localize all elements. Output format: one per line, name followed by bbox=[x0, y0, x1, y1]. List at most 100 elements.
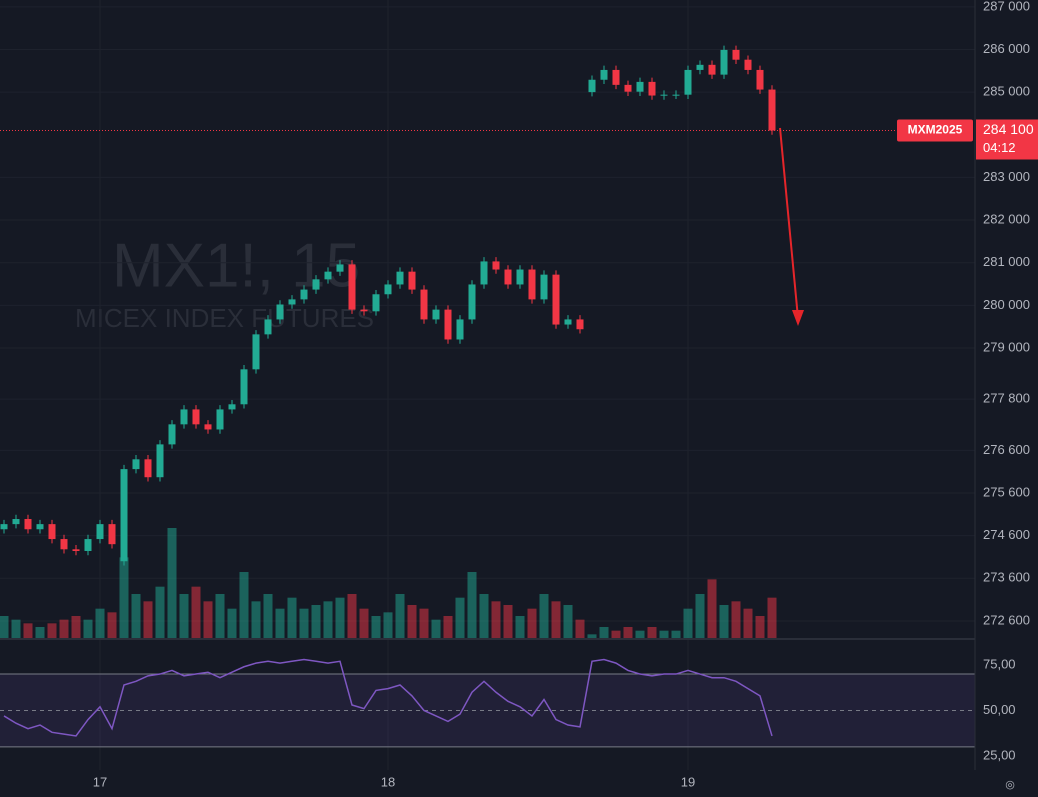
candle-body bbox=[432, 309, 440, 320]
candle-body bbox=[384, 284, 392, 295]
candle-body bbox=[408, 271, 416, 290]
y-tick-label: 282 000 bbox=[983, 211, 1030, 226]
x-tick-label: 19 bbox=[681, 774, 695, 789]
candle-body bbox=[24, 519, 32, 530]
volume-bar bbox=[371, 616, 381, 638]
candle-body bbox=[480, 261, 488, 285]
volume-bar bbox=[599, 627, 609, 638]
symbol-watermark: MX1!, 15 bbox=[112, 231, 360, 300]
candle-body bbox=[504, 269, 512, 285]
rsi-tick-label: 25,00 bbox=[983, 747, 1016, 762]
candle-body bbox=[192, 409, 200, 425]
y-tick-label: 277 800 bbox=[983, 391, 1030, 406]
candle-body bbox=[216, 409, 224, 430]
marks bbox=[0, 45, 777, 737]
candle-body bbox=[684, 69, 692, 95]
candle-body bbox=[588, 79, 596, 93]
candle-body bbox=[540, 274, 548, 300]
volume-bar bbox=[443, 616, 453, 638]
annotation-arrowhead bbox=[792, 310, 804, 326]
candle-body bbox=[132, 459, 140, 470]
volume-bar bbox=[515, 616, 525, 638]
volume-bar bbox=[527, 608, 537, 638]
candle-body bbox=[228, 404, 236, 410]
candle-body bbox=[492, 261, 500, 270]
candle-body bbox=[624, 84, 632, 92]
volume-bar bbox=[11, 619, 21, 638]
rsi-tick-label: 75,00 bbox=[983, 656, 1016, 671]
volume-bar bbox=[227, 608, 237, 638]
y-tick-label: 280 000 bbox=[983, 297, 1030, 312]
candle-body bbox=[372, 294, 380, 312]
y-tick-label: 279 000 bbox=[983, 339, 1030, 354]
volume-bar bbox=[215, 594, 225, 638]
annotation-arrow bbox=[779, 127, 799, 319]
candle-body bbox=[144, 459, 152, 478]
candle-body bbox=[648, 81, 656, 96]
candle-body bbox=[264, 319, 272, 335]
volume-bar bbox=[179, 594, 189, 638]
volume-bar bbox=[575, 619, 585, 638]
candle-body bbox=[276, 304, 284, 320]
candle-body bbox=[672, 94, 680, 96]
volume-bar bbox=[767, 597, 777, 638]
volume-bar bbox=[695, 594, 705, 638]
volume-bar bbox=[299, 608, 309, 638]
candle-body bbox=[108, 524, 116, 545]
volume-bar bbox=[35, 627, 45, 638]
volume-bar bbox=[659, 630, 669, 638]
volume-bar bbox=[59, 619, 69, 638]
volume-bar bbox=[719, 605, 729, 638]
candle-body bbox=[444, 309, 452, 340]
candle-body bbox=[12, 519, 20, 525]
volume-bar bbox=[755, 616, 765, 638]
candle-body bbox=[180, 409, 188, 425]
candle-body bbox=[612, 69, 620, 85]
volume-bar bbox=[0, 616, 9, 638]
volume-bar bbox=[731, 601, 741, 638]
candle-body bbox=[756, 69, 764, 90]
candle-body bbox=[252, 334, 260, 370]
y-tick-label: 276 600 bbox=[983, 442, 1030, 457]
settings-icon[interactable]: ◎ bbox=[1005, 779, 1015, 791]
price-tag bbox=[976, 119, 1038, 160]
candle-body bbox=[312, 279, 320, 290]
candle-body bbox=[600, 69, 608, 80]
volume-bar bbox=[71, 616, 81, 638]
volume-bar bbox=[383, 612, 393, 638]
volume-bar bbox=[359, 608, 369, 638]
rsi-tick-label: 50,00 bbox=[983, 702, 1016, 717]
candle-body bbox=[60, 539, 68, 550]
grid bbox=[0, 673, 975, 748]
volume-bar bbox=[503, 605, 513, 638]
volume-bar bbox=[743, 608, 753, 638]
volume-bar bbox=[671, 630, 681, 638]
description-watermark: MICEX INDEX FUTURES bbox=[75, 303, 374, 333]
candle-body bbox=[456, 319, 464, 340]
candle-body bbox=[348, 264, 356, 310]
candle-body bbox=[84, 539, 92, 551]
candle-body bbox=[48, 524, 56, 540]
candle-body bbox=[552, 274, 560, 325]
volume-bar bbox=[323, 601, 333, 638]
volume-bar bbox=[191, 586, 201, 638]
y-tick-label: 286 000 bbox=[983, 41, 1030, 56]
candle-body bbox=[120, 469, 128, 562]
candle-body bbox=[36, 524, 44, 530]
volume-bar bbox=[239, 572, 249, 638]
volume-bar bbox=[647, 627, 657, 638]
candle-body bbox=[360, 309, 368, 312]
volume-bar bbox=[203, 601, 213, 638]
candle-body bbox=[564, 319, 572, 325]
volume-bar bbox=[635, 630, 645, 638]
volume-bar bbox=[119, 557, 129, 638]
candle-body bbox=[72, 549, 80, 551]
y-tick-label: 281 000 bbox=[983, 254, 1030, 269]
volume-bar bbox=[395, 594, 405, 638]
candle-body bbox=[768, 89, 776, 131]
volume-bar bbox=[479, 594, 489, 638]
y-tick-label: 283 000 bbox=[983, 169, 1030, 184]
candle-body bbox=[720, 49, 728, 75]
candle-body bbox=[204, 424, 212, 430]
